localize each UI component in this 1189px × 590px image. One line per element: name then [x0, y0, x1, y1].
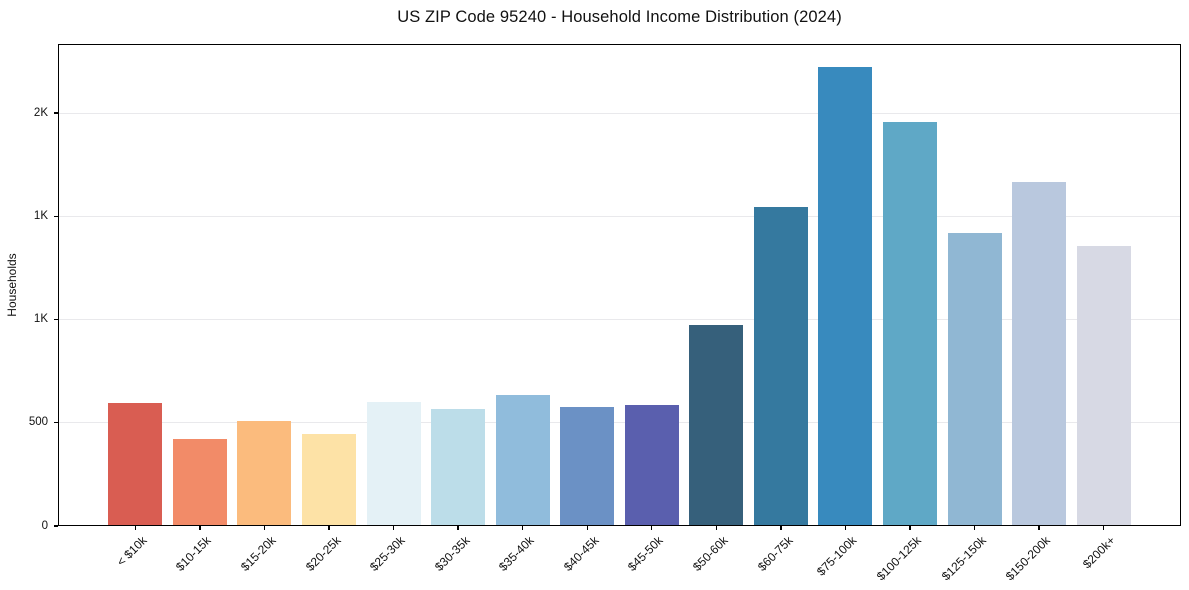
x-tick-mark	[715, 526, 718, 530]
x-tick-mark	[651, 526, 653, 530]
gridline	[59, 422, 1180, 424]
y-tick-label: 1K	[33, 313, 48, 326]
x-tick-label: $25-30k	[367, 533, 408, 574]
x-tick-label: $10-15k	[173, 533, 215, 574]
bar	[237, 420, 292, 526]
y-tick-label: 1K	[33, 209, 48, 222]
x-tick-mark	[328, 526, 330, 530]
y-tick-mark	[53, 422, 58, 424]
y-tick-mark	[53, 525, 58, 527]
x-tick-label: $200k+	[1079, 533, 1118, 572]
bar	[818, 66, 873, 526]
x-tick-mark	[844, 526, 847, 530]
x-tick-mark	[1103, 526, 1105, 530]
bar	[366, 402, 421, 526]
x-tick-mark	[134, 526, 136, 530]
x-tick-label: $45-50k	[625, 533, 666, 574]
x-tick-label: $150-200k	[1003, 533, 1054, 584]
x-tick-mark	[1038, 526, 1040, 530]
x-tick-label: $60-75k	[754, 533, 796, 574]
x-tick-label: $30-35k	[431, 533, 473, 574]
x-tick-mark	[973, 526, 976, 530]
gridline	[59, 319, 1180, 321]
x-tick-mark	[586, 526, 588, 530]
chart-title: US ZIP Code 95240 - Household Income Dis…	[397, 8, 842, 26]
x-tick-label: $50-60k	[689, 533, 731, 574]
x-tick-label: < $10k	[113, 533, 150, 569]
x-tick-label: $20-25k	[302, 533, 344, 574]
bar	[624, 405, 679, 526]
y-tick-mark	[53, 318, 58, 321]
x-tick-mark	[392, 526, 395, 530]
bar	[431, 409, 486, 526]
bar	[560, 407, 615, 526]
x-tick-mark	[909, 526, 911, 530]
bar	[108, 403, 163, 526]
bar	[301, 434, 356, 526]
grid-layer	[58, 44, 1181, 526]
x-tick-mark	[263, 526, 266, 530]
bar	[689, 324, 744, 526]
x-tick-label: $15-20k	[238, 533, 279, 574]
y-tick-label: 0	[41, 519, 48, 532]
x-tick-mark	[199, 526, 201, 530]
x-tick-mark	[780, 526, 782, 530]
x-tick-label: $100-125k	[874, 533, 925, 584]
bar	[883, 122, 938, 526]
y-tick-label: 2K	[33, 106, 48, 119]
x-tick-mark	[521, 526, 524, 530]
x-tick-mark	[457, 526, 459, 530]
y-tick-mark	[53, 112, 58, 114]
gridline	[59, 215, 1180, 217]
plot-area	[58, 44, 1181, 526]
x-tick-label: $35-40k	[496, 533, 537, 574]
y-tick-mark	[53, 215, 58, 218]
x-tick-label: $75-100k	[814, 533, 860, 579]
bar-layer	[58, 44, 1181, 526]
bar	[1076, 246, 1131, 526]
gridline	[59, 112, 1180, 114]
bar	[495, 394, 550, 526]
x-tick-label: $40-45k	[560, 533, 602, 574]
y-tick-label: 500	[28, 416, 48, 429]
bar	[753, 207, 808, 526]
bar	[172, 439, 227, 526]
x-tick-label: $125-150k	[938, 533, 989, 584]
bar	[947, 232, 1002, 526]
bar	[1012, 182, 1067, 526]
